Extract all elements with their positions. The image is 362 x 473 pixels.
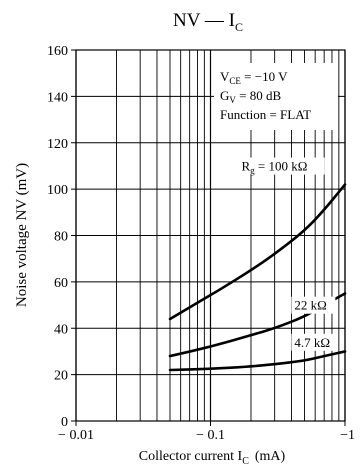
x-tick-label: − 0.1 [196, 428, 225, 443]
y-tick-label: 40 [54, 322, 68, 337]
series-label-2: 4.7 kΩ [294, 335, 330, 350]
series-line-2 [168, 350, 347, 372]
y-tick-label: 160 [47, 44, 68, 59]
y-tick-label: 20 [54, 369, 68, 384]
conditions-text: VCE = −10 V GV = 80 dB Function = FLAT [220, 69, 311, 122]
y-tick-label: 140 [47, 90, 68, 105]
y-tick-labels: 0 20 40 60 80 100 120 140 160 [47, 44, 68, 430]
y-tick-label: 120 [47, 137, 68, 152]
series-label-bg [238, 157, 325, 175]
y-tick-label: 60 [54, 276, 68, 291]
series-line-0 [168, 183, 347, 321]
y-tick-label: 100 [47, 183, 68, 198]
series-label-bg [291, 296, 336, 314]
condition-line-0: VCE = −10 V [220, 69, 288, 86]
y-tick-label: 80 [54, 230, 68, 245]
condition-line-2: Function = FLAT [220, 107, 311, 122]
series-label-1: 22 kΩ [294, 298, 326, 313]
series-labels: Rg = 100 kΩ 22 kΩ 4.7 kΩ [238, 157, 336, 351]
conditions-box [214, 63, 338, 130]
series-label-0: Rg = 100 kΩ [241, 159, 307, 176]
chart-title: NV — IC [173, 10, 243, 34]
condition-line-1: GV = 80 dB [220, 88, 281, 105]
x-tick-label: −1 [340, 428, 355, 443]
y-axis-label: Noise voltage NV (mV) [14, 163, 30, 307]
x-tick-labels: − 0.01 − 0.1 −1 [58, 421, 355, 443]
x-tick-label: − 0.01 [58, 428, 94, 443]
series-label-bg [291, 333, 336, 351]
x-axis-label: Collector current IC (mA) [139, 449, 286, 467]
y-tick-label: 0 [61, 415, 68, 430]
